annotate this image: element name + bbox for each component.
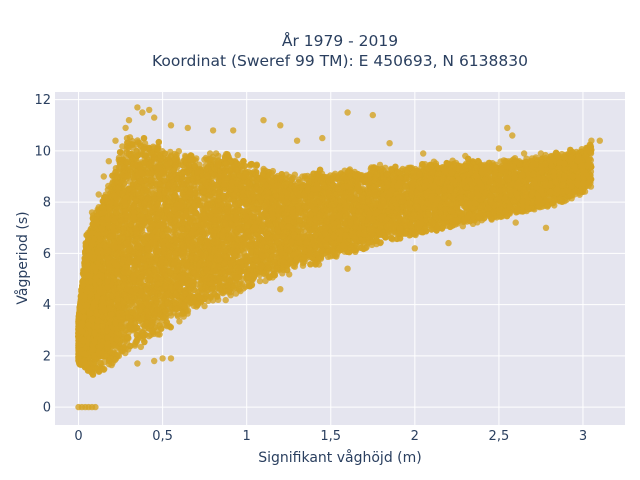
data-point <box>176 318 183 325</box>
data-points <box>75 104 603 411</box>
data-point <box>234 151 241 159</box>
data-point <box>119 143 126 150</box>
